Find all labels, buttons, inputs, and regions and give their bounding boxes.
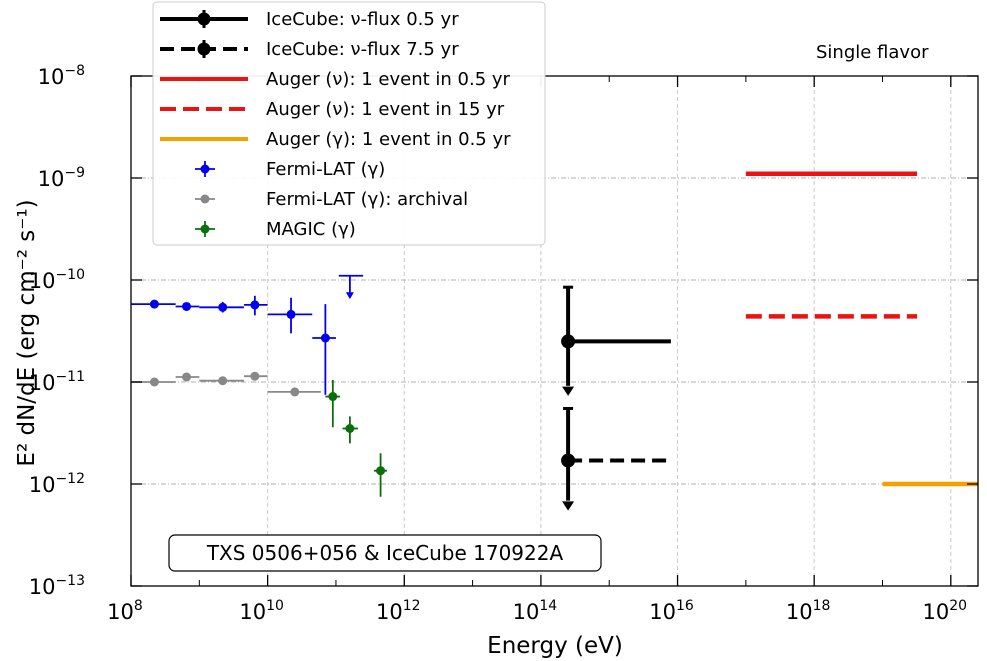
axes: 108 1010 1012 1014 1016 1018 1020 10−8 10−9 10−10… bbox=[29, 63, 979, 624]
upper-limit-arrow bbox=[562, 501, 575, 511]
annotation-text: TXS 0506+056 & IceCube 170922A bbox=[206, 541, 564, 565]
series-5 bbox=[131, 274, 364, 395]
x-tick-label: 1016 bbox=[649, 598, 694, 624]
data-point bbox=[250, 300, 260, 310]
legend-swatch-marker bbox=[197, 42, 211, 56]
legend-label: Auger (ν): 1 event in 15 yr bbox=[266, 99, 505, 120]
legend: IceCube: ν-flux 0.5 yr IceCube: ν-flux 7.… bbox=[152, 1, 546, 246]
legend-entry: Fermi-LAT (γ): archival bbox=[195, 189, 468, 210]
upper-limit-arrow bbox=[562, 386, 575, 396]
legend-box bbox=[152, 1, 546, 246]
y-tick-label: 10−8 bbox=[38, 63, 85, 89]
y-tick-label: 10−11 bbox=[29, 369, 85, 395]
data-point bbox=[218, 376, 228, 386]
legend-label: IceCube: ν-flux 0.5 yr bbox=[266, 9, 459, 30]
legend-entry: Fermi-LAT (γ) bbox=[195, 159, 385, 180]
data-point bbox=[149, 299, 159, 309]
legend-label: Fermi-LAT (γ): archival bbox=[266, 189, 468, 210]
legend-label: Auger (ν): 1 event in 0.5 yr bbox=[266, 69, 511, 90]
series-0 bbox=[561, 285, 671, 396]
series-6 bbox=[131, 371, 321, 397]
data-point bbox=[250, 371, 260, 381]
data-point bbox=[149, 377, 159, 387]
data-point bbox=[328, 392, 338, 402]
upper-limit-arrow bbox=[345, 292, 354, 300]
x-tick-label: 1010 bbox=[239, 598, 284, 624]
legend-entry: Auger (γ): 1 event in 0.5 yr bbox=[160, 129, 511, 150]
legend-entry: Auger (ν): 1 event in 15 yr bbox=[160, 99, 505, 120]
legend-entry: MAGIC (γ) bbox=[195, 219, 356, 240]
legend-swatch-marker bbox=[200, 224, 210, 234]
data-point bbox=[320, 333, 330, 343]
plot-frame bbox=[130, 75, 979, 587]
legend-entry: Auger (ν): 1 event in 0.5 yr bbox=[160, 69, 511, 90]
data-point bbox=[218, 302, 228, 312]
legend-label: MAGIC (γ) bbox=[266, 219, 356, 240]
legend-label: IceCube: ν-flux 7.5 yr bbox=[266, 39, 459, 60]
data-point bbox=[286, 309, 296, 319]
data-point bbox=[290, 387, 300, 397]
series-7 bbox=[325, 379, 388, 497]
annotation-box: TXS 0506+056 & IceCube 170922A bbox=[168, 534, 602, 572]
legend-entry: IceCube: ν-flux 7.5 yr bbox=[160, 39, 459, 60]
series-1 bbox=[561, 406, 671, 511]
flux-point bbox=[561, 453, 576, 468]
x-tick-label: 1012 bbox=[376, 598, 421, 624]
x-tick-label: 1014 bbox=[513, 598, 558, 624]
legend-entry: IceCube: ν-flux 0.5 yr bbox=[160, 9, 459, 30]
x-tick-label: 1018 bbox=[786, 598, 831, 624]
x-axis-title: Energy (eV) bbox=[487, 633, 623, 659]
data-point bbox=[182, 301, 192, 311]
data-point bbox=[182, 372, 192, 382]
data-point bbox=[345, 424, 355, 434]
legend-swatch-marker bbox=[200, 194, 210, 204]
y-tick-label: 10−13 bbox=[29, 573, 85, 599]
y-tick-label: 10−9 bbox=[38, 165, 85, 191]
corner-label: Single flavor bbox=[816, 42, 929, 63]
data-point bbox=[376, 466, 386, 476]
plot-data bbox=[131, 171, 978, 511]
y-tick-label: 10−10 bbox=[29, 267, 85, 293]
x-tick-label: 1020 bbox=[923, 598, 968, 624]
legend-label: Fermi-LAT (γ) bbox=[266, 159, 385, 180]
x-tick-label: 108 bbox=[107, 598, 143, 624]
legend-label: Auger (γ): 1 event in 0.5 yr bbox=[266, 129, 511, 150]
legend-swatch-marker bbox=[200, 164, 210, 174]
y-tick-label: 10−12 bbox=[29, 471, 85, 497]
legend-swatch-marker bbox=[197, 12, 211, 26]
y-axis-title: E² dN/dE (erg cm⁻² s⁻¹) bbox=[14, 199, 40, 466]
flux-point bbox=[561, 334, 576, 349]
